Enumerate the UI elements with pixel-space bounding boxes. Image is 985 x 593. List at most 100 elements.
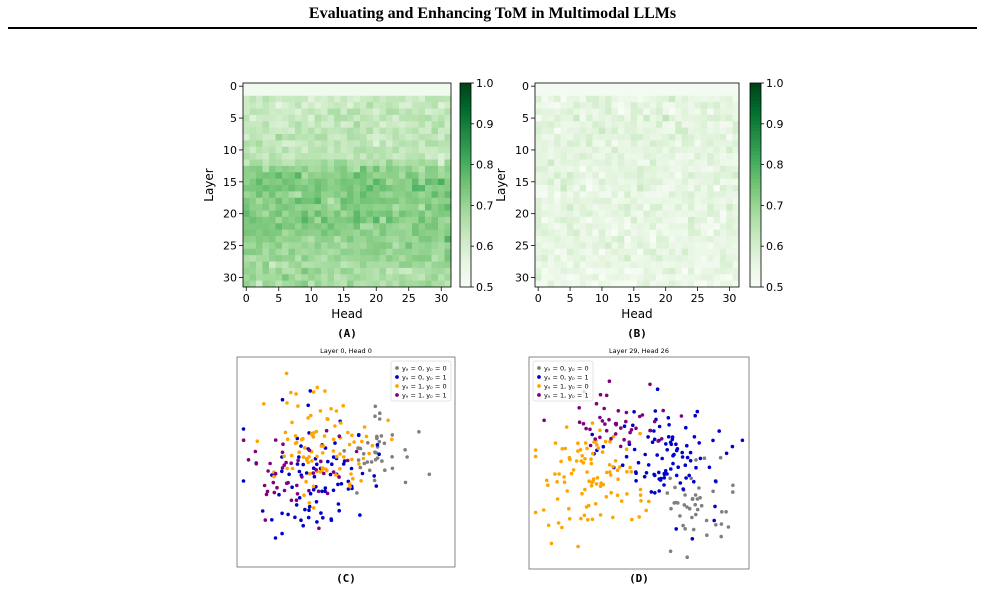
heatmap-cell [566,89,574,97]
heatmap-cell [726,127,734,135]
heatmap-cell [726,83,734,90]
scatter-point [310,459,314,463]
scatter-point [705,533,709,537]
heatmap-cell [262,280,270,288]
scatter-point [567,506,571,511]
heatmap-cell [668,140,676,148]
heatmap-cell [624,127,632,135]
heatmap-cell [282,121,289,129]
heatmap-cell [573,165,581,173]
scatter-point [611,434,616,439]
heatmap-cell [412,83,419,90]
heatmap-cell [579,159,587,167]
heatmap-cell [295,121,302,129]
heatmap-cell [713,210,721,218]
heatmap-cell [295,261,302,269]
heatmap-cell [617,267,625,275]
heatmap-cell [726,267,734,275]
heatmap-cell [688,114,695,122]
scatter-point [632,410,636,414]
scatter-point [541,508,546,512]
heatmap-cell [438,185,445,192]
scatter-point [704,518,709,523]
heatmap-cell [327,229,335,237]
heatmap-cell [425,121,432,129]
heatmap-cell [688,229,695,237]
heatmap-cell [560,153,568,160]
heatmap-cell [598,83,606,90]
heatmap-cell [598,153,606,160]
colorbar-segment [460,127,471,132]
heatmap-cell [418,83,426,90]
heatmap-cell [340,274,348,282]
heatmap-cell [579,121,587,129]
scatter-point [289,453,294,458]
heatmap-cell [675,274,683,282]
heatmap-cell [700,197,708,205]
heatmap-cell [713,172,721,180]
heatmap-cell [656,172,663,180]
heatmap-cell [535,114,542,122]
heatmap-cell [418,191,426,199]
scatter-point [670,437,675,442]
heatmap-cell [732,242,740,250]
legend-marker [537,384,541,388]
colorbar-segment [750,113,761,118]
scatter-point [297,469,302,474]
heatmap-cell [431,95,439,103]
colorbar-segment [750,178,761,183]
heatmap-cell [681,229,689,237]
heatmap-cell [566,274,574,282]
legend-box [390,360,452,402]
heatmap-cell [321,95,328,103]
scatter-point [631,423,635,428]
heatmap-cell [624,204,632,211]
heatmap-cell [573,83,581,90]
heatmap-cell [444,83,452,90]
scatter-point [557,472,561,476]
heatmap-cell [243,274,250,282]
heatmap-cell [282,172,289,180]
heatmap-cell [566,216,574,224]
heatmap-cell [412,236,419,243]
heatmap-cell [566,121,574,129]
heatmap-cell [340,223,348,231]
scatter-point [324,428,329,433]
heatmap-cell [353,153,361,160]
heatmap-cell [399,146,406,154]
heatmap-cell [637,267,644,275]
heatmap-cell [334,140,341,148]
heatmap-cell [392,191,400,199]
heatmap-cell [535,121,542,129]
heatmap-cell [605,229,612,237]
heatmap-cell [438,236,445,243]
heatmap-cell [662,185,670,192]
heatmap-cell [366,102,374,109]
heatmap-cell [269,197,276,205]
heatmap-cell [688,172,695,180]
heatmap-cell [566,114,574,122]
heatmap-cell [379,114,387,122]
colorbar-segment [460,242,471,247]
heatmap-cell [713,83,721,90]
heatmap-cell [694,172,702,180]
heatmap-cell [726,108,734,116]
heatmap-cell [295,146,302,154]
colorbar-segment [460,86,471,91]
scatter-point [618,444,623,449]
heatmap-cell [360,89,367,97]
colorbar-segment [460,110,471,115]
heatmap-cell [353,223,361,231]
heatmap-cell [605,121,612,129]
scatter-point [577,406,581,410]
heatmap-cell [275,248,283,256]
heatmap-cell [288,255,296,262]
heatmap-cell [643,127,651,135]
heatmap-cell [438,210,445,218]
heatmap-cell [566,172,574,180]
scatter-point [282,488,287,493]
heatmap-cell [399,255,406,262]
colorbar-segment [460,202,471,206]
scatter-point [593,502,598,506]
heatmap-cell [656,229,663,237]
